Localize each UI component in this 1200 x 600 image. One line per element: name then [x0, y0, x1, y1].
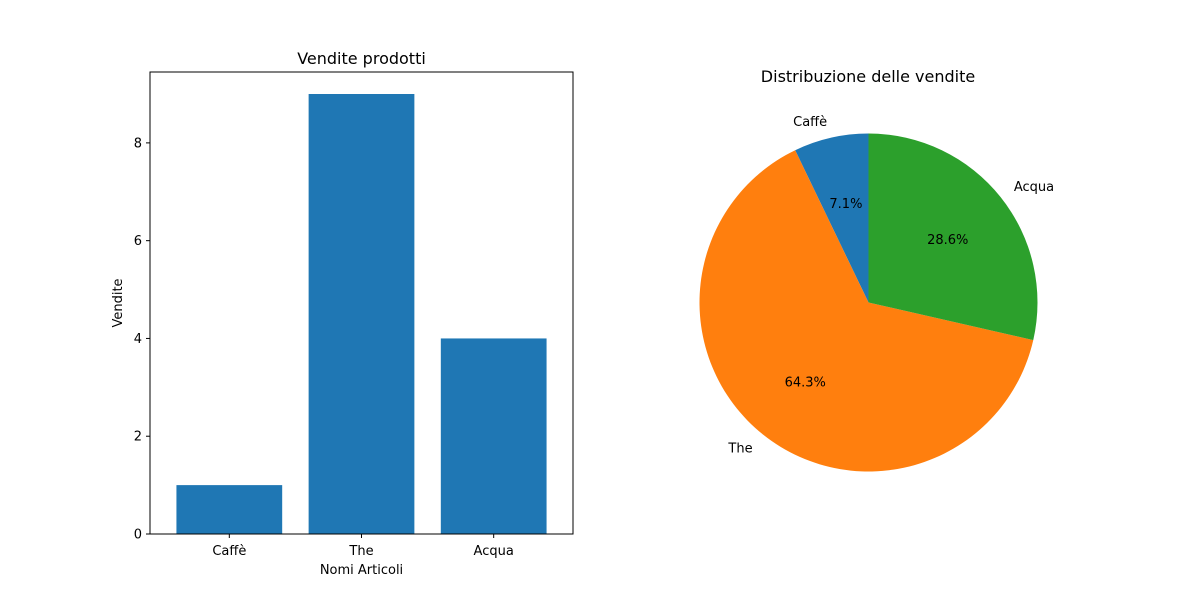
pie-slice-1 — [795, 133, 869, 303]
pie-chart: Distribuzione delle vendite Caffè 7.1% The… — [699, 67, 1054, 472]
bar-3 — [440, 338, 547, 534]
bar-x-axis-label: Nomi Articoli — [320, 563, 403, 578]
bar-chart: Vendite prodotti 0 2 4 6 8 Caffè The Acqua Nom… — [111, 49, 574, 578]
y-tick-label: 6 — [134, 234, 142, 249]
y-tick-label: 8 — [134, 136, 142, 151]
bar-marks — [176, 94, 547, 534]
pie-percent-label: 64.3% — [785, 375, 826, 390]
pie-chart-title: Distribuzione delle vendite — [761, 67, 975, 86]
pie-slice-3 — [868, 133, 1038, 341]
pie-percent-label: 28.6% — [927, 233, 968, 248]
bar-y-ticks: 0 2 4 6 8 — [134, 136, 150, 543]
pie-slices — [699, 133, 1038, 472]
x-tick-label: Acqua — [474, 544, 514, 559]
pie-percent-label: 7.1% — [829, 197, 862, 212]
pie-slice-2 — [699, 150, 1034, 472]
bar-2 — [308, 94, 415, 534]
pie-slice-label: Caffè — [793, 115, 827, 130]
y-tick-label: 2 — [134, 430, 142, 445]
bar-y-axis-label: Vendite — [111, 278, 126, 327]
bar-x-ticks: Caffè The Acqua — [212, 534, 514, 559]
pie-labels: Caffè 7.1% The 64.3% Acqua 28.6% — [727, 115, 1054, 457]
y-tick-label: 4 — [134, 332, 142, 347]
bar-1 — [176, 485, 283, 534]
x-tick-label: Caffè — [212, 544, 246, 559]
y-tick-label: 0 — [134, 528, 142, 543]
pie-slice-label: Acqua — [1014, 180, 1054, 195]
x-tick-label: The — [348, 544, 373, 559]
pie-slice-label: The — [727, 441, 752, 456]
bar-chart-title: Vendite prodotti — [297, 49, 426, 68]
